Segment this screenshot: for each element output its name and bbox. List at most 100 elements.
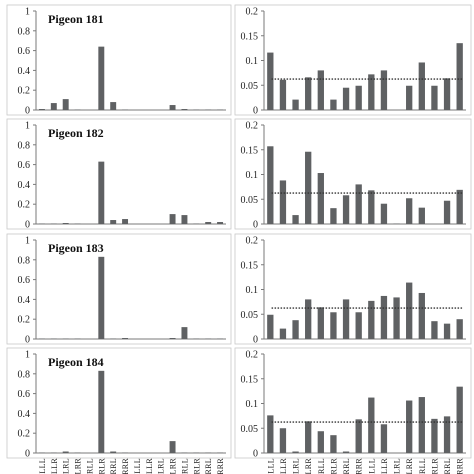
right-y-tick-label: 0: [253, 106, 258, 117]
right-bar-rlll: [368, 190, 375, 224]
left-x-tick-label: LRLL: [85, 458, 94, 474]
right-x-tick-label: LLLL: [266, 458, 275, 474]
left-bar-llrl: [62, 338, 69, 339]
left-bar-rrrl: [205, 109, 212, 110]
left-y-tick-label: 0: [25, 335, 30, 346]
right-panel-frame: [234, 347, 472, 459]
panel-title: Pigeon 183: [48, 241, 104, 255]
left-y-tick-label: 0.4: [18, 295, 31, 306]
left-panel-frame: [6, 4, 232, 116]
right-bar-lrlr: [330, 435, 337, 453]
left-bar-llrl: [62, 451, 69, 453]
right-bar-rrrl: [443, 323, 451, 339]
left-bar-llrl: [62, 99, 69, 110]
left-bar-lllr: [50, 452, 57, 453]
left-x-tick-label: LLLL: [38, 458, 47, 474]
left-y-tick-label: 1: [25, 121, 30, 132]
right-bar-rlll: [368, 74, 375, 110]
right-bar-lrlr: [330, 312, 337, 339]
right-y-tick-label: 0.15: [241, 374, 259, 385]
left-bar-rrlr: [193, 452, 200, 453]
right-bar-llrr: [305, 299, 312, 339]
left-bar-rrlr: [193, 338, 200, 339]
right-bar-llrl: [292, 215, 299, 224]
left-bar-llrl: [62, 223, 69, 224]
left-x-tick-label: LRLR: [97, 458, 106, 474]
left-y-tick-label: 0.8: [18, 26, 31, 37]
right-bar-llll: [267, 52, 274, 110]
left-y-tick-label: 0.6: [18, 275, 31, 286]
panel-row-2: 0 0.2 0.4 0.6 0.8 1 0 0.05 0.1 0.15 0.2 Pigeon 182: [6, 118, 472, 231]
left-y-tick-label: 0.4: [18, 180, 31, 191]
left-bar-rrrl: [205, 222, 212, 224]
right-bar-rrll: [418, 62, 425, 110]
left-panel-frame: [6, 118, 232, 230]
left-y-tick-label: 0.2: [18, 200, 31, 211]
left-y-tick-label: 0.4: [18, 66, 31, 77]
left-bar-llll: [38, 338, 45, 339]
left-x-tick-label: LRRR: [121, 458, 130, 474]
right-x-tick-label: RLRL: [393, 458, 402, 474]
right-x-tick-label: LLRR: [304, 458, 313, 474]
left-bar-rrrr: [217, 222, 224, 224]
left-bar-rrrr: [217, 109, 224, 110]
right-bar-llll: [267, 415, 274, 453]
right-bar-llrl: [292, 451, 299, 453]
right-bar-lrrl: [342, 451, 350, 453]
right-panel-frame: [234, 233, 472, 345]
right-bar-rllr: [380, 203, 388, 224]
left-y-tick-label: 0.2: [18, 86, 31, 97]
left-panel-frame: [6, 233, 232, 345]
right-bar-lrrr: [355, 312, 362, 339]
right-bar-lrrl: [342, 299, 350, 339]
right-bar-rlrr: [406, 282, 413, 339]
left-x-tick-label: RRLL: [180, 458, 189, 474]
right-bar-rlrr: [406, 198, 413, 224]
left-bar-lrlr: [98, 256, 105, 339]
left-bar-lllr: [50, 103, 57, 110]
right-y-tick-label: 0: [253, 449, 258, 460]
right-x-tick-label: LRLL: [317, 458, 326, 474]
right-y-tick-label: 0.15: [241, 260, 259, 271]
right-bar-lrll: [317, 173, 324, 224]
left-y-tick-label: 0.6: [18, 389, 31, 400]
right-bar-rrrr: [456, 43, 463, 110]
panel-row-3: 0 0.2 0.4 0.6 0.8 1 0 0.05 0.1 0.15 0.2 Pigeon 183: [6, 233, 472, 346]
left-y-tick-label: 0.6: [18, 160, 31, 171]
right-x-tick-label: LRLR: [329, 458, 338, 474]
left-x-tick-label: RLRL: [157, 458, 166, 474]
right-bar-lrrr: [355, 419, 362, 453]
left-panel-frame: [6, 347, 232, 459]
right-x-tick-label: RRLL: [418, 458, 427, 474]
right-x-tick-label: LLLR: [279, 458, 288, 474]
right-bar-lrrl: [342, 195, 350, 224]
left-x-tick-label: RLLR: [145, 458, 154, 474]
left-y-tick-label: 1: [25, 236, 30, 247]
left-bar-rrll: [181, 327, 188, 339]
right-x-tick-label: RLLR: [380, 458, 389, 474]
left-bar-llll: [38, 452, 45, 453]
right-x-tick-label: RRLR: [430, 458, 439, 474]
right-bar-rllr: [380, 295, 388, 339]
left-y-tick-label: 0: [25, 106, 30, 117]
left-y-tick-label: 0.8: [18, 255, 31, 266]
right-bar-lrrr: [355, 85, 362, 110]
left-bar-rrrl: [205, 338, 212, 339]
left-x-tick-label: RRLR: [192, 458, 201, 474]
left-bar-lllr: [50, 338, 57, 339]
left-y-tick-label: 1: [25, 350, 30, 361]
right-bar-rlll: [368, 397, 375, 453]
right-bar-rlrl: [393, 297, 400, 339]
left-bar-llrr: [74, 452, 81, 453]
left-y-tick-label: 0: [25, 220, 30, 231]
right-y-tick-label: 0.1: [246, 285, 259, 296]
right-bar-lllr: [279, 79, 287, 110]
right-bar-rrrr: [456, 189, 463, 224]
right-y-tick-label: 0.1: [246, 399, 259, 410]
right-y-tick-label: 0.05: [241, 195, 259, 206]
panel-row-1: 0 0.2 0.4 0.6 0.8 1 0 0.05 0.1 0.15 0.2 Pigeon 181: [6, 4, 472, 117]
left-bar-llrr: [74, 109, 81, 110]
left-bar-lrlr: [98, 46, 105, 110]
left-bar-llll: [38, 109, 45, 110]
